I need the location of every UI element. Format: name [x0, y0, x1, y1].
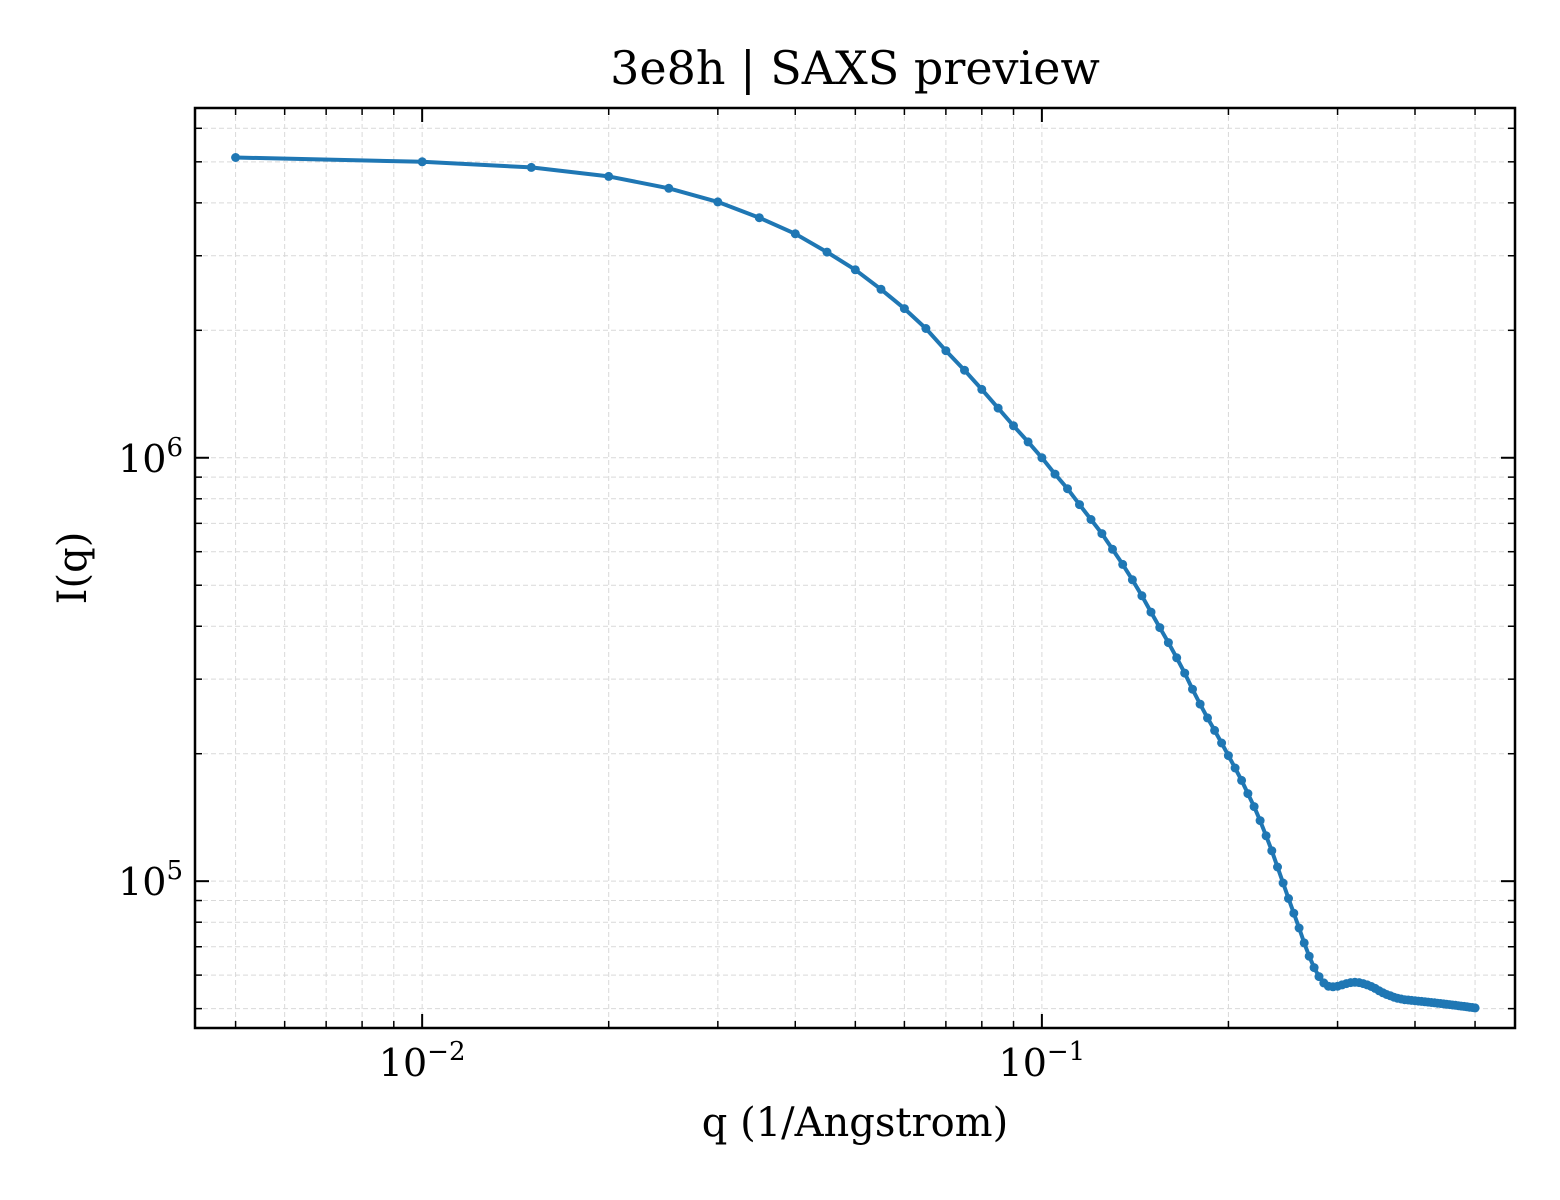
- data-point: [1118, 559, 1128, 569]
- data-point: [977, 384, 987, 394]
- data-point: [1278, 878, 1288, 888]
- data-point: [1210, 725, 1220, 735]
- data-point: [850, 265, 860, 275]
- tick-labels: 10−2 10−1 105 106: [118, 433, 1085, 1085]
- data-point: [1050, 469, 1060, 479]
- data-point: [1267, 846, 1277, 856]
- plot-frame: [193, 106, 1517, 1030]
- data-point: [1255, 816, 1265, 826]
- data-point: [960, 365, 969, 375]
- data-point: [1223, 751, 1233, 761]
- data-point: [1155, 623, 1165, 633]
- data-point: [231, 153, 241, 162]
- series-layer: [231, 153, 1480, 1013]
- data-point: [921, 324, 931, 333]
- data-point: [1284, 894, 1293, 903]
- data-point: [1217, 738, 1227, 748]
- data-point: [1009, 421, 1018, 431]
- y-tick-label: 105: [118, 856, 183, 904]
- data-point: [604, 171, 614, 181]
- x-tick-label: 10−2: [379, 1037, 466, 1085]
- data-point: [1163, 638, 1173, 648]
- data-point: [899, 304, 909, 314]
- data-point: [1230, 763, 1240, 773]
- y-tick-label: 106: [118, 433, 183, 481]
- data-point: [941, 346, 951, 356]
- x-axis-label: q (1/Angstrom): [702, 1100, 1008, 1146]
- data-point: [1294, 923, 1304, 933]
- data-point: [754, 213, 764, 223]
- data-point: [1075, 500, 1084, 510]
- data-point: [1261, 831, 1271, 841]
- data-point: [822, 247, 832, 257]
- grid: [195, 108, 1515, 1028]
- data-point: [1273, 862, 1282, 872]
- data-point: [790, 229, 800, 239]
- data-point: [1180, 668, 1190, 678]
- data-point: [1314, 972, 1324, 982]
- data-point: [1063, 484, 1072, 494]
- data-point: [526, 162, 536, 172]
- data-point: [1172, 653, 1182, 663]
- data-point: [664, 183, 674, 193]
- data-point: [1146, 607, 1156, 617]
- data-point: [1127, 575, 1137, 585]
- y-axis-label: I(q): [50, 532, 96, 605]
- data-point: [1304, 951, 1314, 961]
- data-point: [1237, 775, 1247, 785]
- data-point: [1037, 453, 1047, 463]
- data-point: [1243, 789, 1253, 799]
- chart-title: 3e8h | SAXS preview: [610, 41, 1100, 95]
- data-point: [993, 403, 1003, 413]
- data-point: [1108, 544, 1117, 554]
- data-point: [1023, 437, 1033, 447]
- data-point: [1299, 938, 1309, 948]
- data-point: [1203, 713, 1212, 723]
- data-point: [1137, 591, 1147, 601]
- data-point: [1470, 1003, 1480, 1013]
- data-point: [1289, 908, 1299, 918]
- data-point: [1086, 515, 1096, 524]
- data-point: [1249, 802, 1259, 812]
- data-point: [417, 157, 427, 167]
- data-point: [1309, 963, 1319, 973]
- data-point: [1195, 699, 1205, 709]
- x-tick-label: 10−1: [999, 1037, 1086, 1085]
- data-point: [1188, 684, 1197, 694]
- data-point: [876, 284, 886, 294]
- data-point: [713, 197, 723, 207]
- data-point: [1097, 529, 1107, 539]
